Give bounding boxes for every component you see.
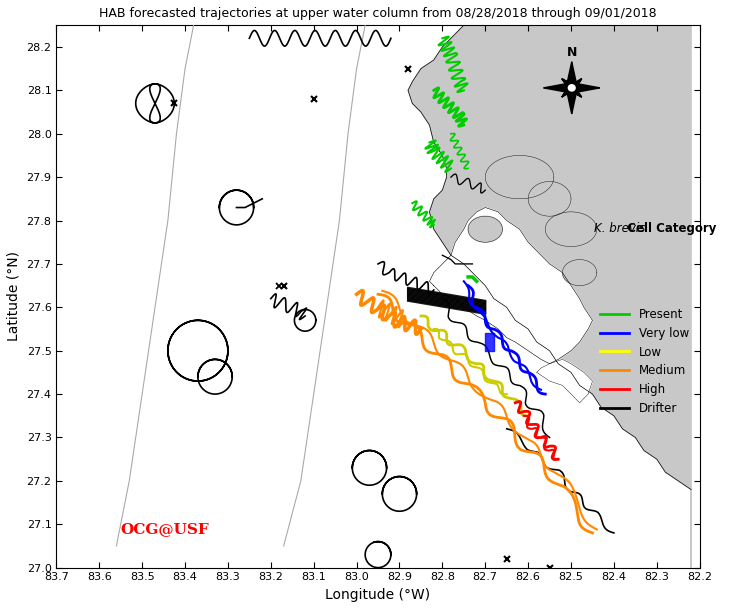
Polygon shape	[545, 212, 597, 247]
Polygon shape	[408, 26, 691, 568]
Polygon shape	[570, 86, 582, 97]
Polygon shape	[544, 83, 572, 88]
Polygon shape	[566, 62, 572, 88]
Legend: Present, Very low, Low, Medium, High, Drifter: Present, Very low, Low, Medium, High, Dr…	[595, 303, 694, 420]
Polygon shape	[562, 259, 597, 286]
Polygon shape	[570, 79, 582, 90]
Polygon shape	[561, 79, 574, 90]
Circle shape	[568, 85, 575, 91]
Polygon shape	[561, 86, 574, 97]
Polygon shape	[528, 181, 571, 216]
Polygon shape	[572, 83, 600, 88]
Text: OCG@USF: OCG@USF	[121, 522, 210, 536]
Polygon shape	[485, 155, 554, 199]
X-axis label: Longitude (°W): Longitude (°W)	[325, 588, 430, 602]
Polygon shape	[572, 88, 578, 114]
Polygon shape	[544, 88, 572, 93]
Polygon shape	[572, 62, 578, 88]
Polygon shape	[430, 208, 592, 364]
Polygon shape	[572, 88, 600, 93]
Polygon shape	[468, 216, 502, 242]
Text: Cell Category: Cell Category	[619, 222, 717, 235]
Polygon shape	[537, 359, 592, 403]
Title: HAB forecasted trajectories at upper water column from 08/28/2018 through 09/01/: HAB forecasted trajectories at upper wat…	[99, 7, 657, 20]
Text: K. brevis: K. brevis	[594, 222, 645, 235]
Text: N: N	[567, 46, 577, 59]
Polygon shape	[566, 88, 572, 114]
Y-axis label: Latitude (°N): Latitude (°N)	[7, 252, 21, 342]
